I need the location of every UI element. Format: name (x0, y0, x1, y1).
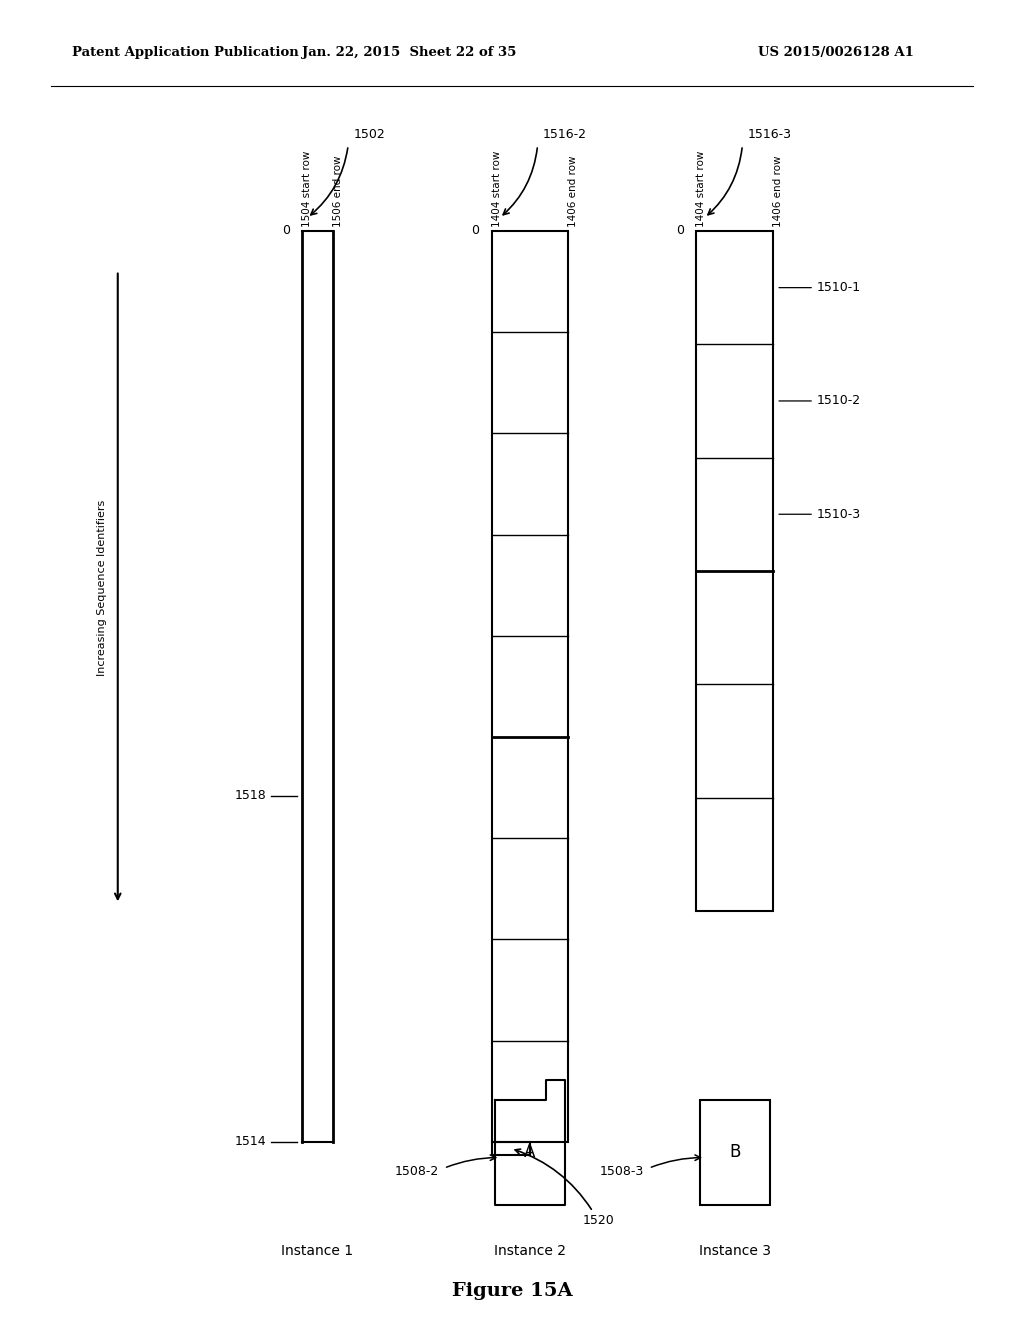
Text: Jan. 22, 2015  Sheet 22 of 35: Jan. 22, 2015 Sheet 22 of 35 (302, 46, 517, 59)
Text: 1516-2: 1516-2 (543, 128, 587, 141)
Text: 1518: 1518 (234, 789, 266, 803)
Text: 1508-3: 1508-3 (599, 1164, 643, 1177)
Text: Instance 1: Instance 1 (282, 1245, 353, 1258)
Bar (492, 231, 568, 1142)
Text: 1406 end row: 1406 end row (568, 156, 579, 227)
Text: US 2015/0026128 A1: US 2015/0026128 A1 (758, 46, 913, 59)
Text: Instance 3: Instance 3 (698, 1245, 771, 1258)
Text: Increasing Sequence Identifiers: Increasing Sequence Identifiers (97, 499, 108, 676)
Text: 0: 0 (676, 224, 684, 238)
Bar (700, 1100, 770, 1205)
Text: 1404 start row: 1404 start row (696, 150, 707, 227)
Text: 1406 end row: 1406 end row (773, 156, 783, 227)
Text: 1510-1: 1510-1 (817, 281, 861, 294)
Text: 1510-2: 1510-2 (817, 395, 861, 408)
Text: 1520: 1520 (515, 1150, 614, 1228)
Text: Patent Application Publication: Patent Application Publication (72, 46, 298, 59)
Text: 1506 end row: 1506 end row (333, 156, 343, 227)
Text: Instance 2: Instance 2 (494, 1245, 566, 1258)
Text: 0: 0 (471, 224, 479, 238)
Text: 1510-3: 1510-3 (817, 508, 861, 521)
Text: 1516-3: 1516-3 (748, 128, 792, 141)
Text: 1404 start row: 1404 start row (492, 150, 502, 227)
Bar (492, 1142, 530, 1155)
Text: A: A (524, 1143, 536, 1162)
Text: 1502: 1502 (353, 128, 385, 141)
Text: 0: 0 (282, 224, 290, 238)
Text: 1514: 1514 (234, 1135, 266, 1148)
Text: Figure 15A: Figure 15A (452, 1282, 572, 1300)
Text: B: B (729, 1143, 740, 1162)
Text: 1504 start row: 1504 start row (302, 150, 312, 227)
Text: 1508-2: 1508-2 (394, 1164, 439, 1177)
Bar (696, 231, 773, 911)
